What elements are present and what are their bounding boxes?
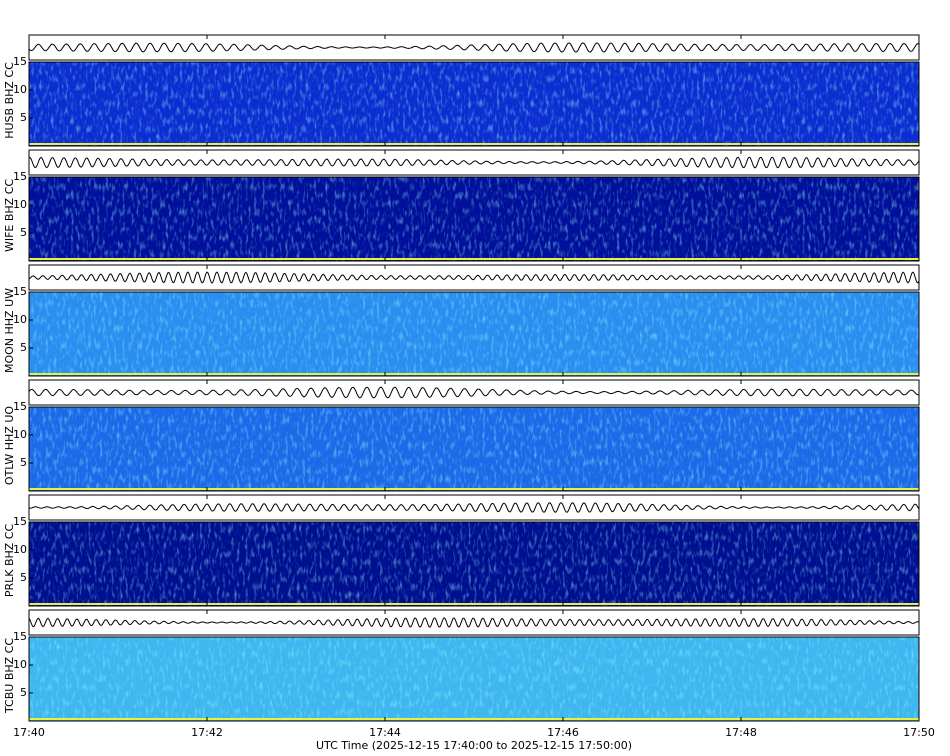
waveform — [28, 271, 920, 284]
x-tick-label: 17:46 — [547, 726, 579, 739]
spectrogram-texture — [29, 407, 919, 491]
spectrogram-texture — [29, 177, 919, 261]
y-tick-label: 5 — [20, 341, 27, 354]
spectrogram-edge — [29, 258, 919, 260]
spectrogram-edge — [29, 373, 919, 375]
y-tick-label: 15 — [13, 170, 27, 183]
spectrogram-texture — [29, 522, 919, 606]
y-tick-label: 10 — [13, 658, 27, 671]
y-tick-label: 5 — [20, 686, 27, 699]
y-tick-label: 10 — [13, 543, 27, 556]
y-tick-label: 15 — [13, 400, 27, 413]
waveform — [28, 156, 920, 169]
y-tick-label: 5 — [20, 456, 27, 469]
y-tick-label: 15 — [13, 55, 27, 68]
waveform-frame — [28, 149, 920, 176]
y-tick-label: 5 — [20, 571, 27, 584]
spectrogram-frame — [28, 176, 920, 262]
y-tick-label: 10 — [13, 83, 27, 96]
spectrogram-frame — [28, 61, 920, 147]
y-tick-label: 5 — [20, 111, 27, 124]
waveform-frame — [28, 494, 920, 521]
spectrogram-edge — [29, 718, 919, 720]
spectrogram-frame — [28, 291, 920, 377]
waveform-frame — [28, 264, 920, 291]
waveform — [28, 386, 920, 399]
spectrogram-frame — [28, 636, 920, 722]
y-axis-label: MOON HHZ UW — [3, 288, 16, 373]
spectrogram-frame — [28, 406, 920, 492]
waveform-frame — [28, 609, 920, 636]
spectrogram-texture — [29, 637, 919, 721]
x-tick-label: 17:44 — [369, 726, 401, 739]
x-axis-label: UTC Time (2025-12-15 17:40:00 to 2025-12… — [316, 739, 632, 752]
spectrogram-edge — [29, 488, 919, 490]
y-tick-label: 10 — [13, 428, 27, 441]
y-tick-label: 15 — [13, 285, 27, 298]
waveform — [28, 502, 920, 513]
y-axis-label: OTLW HHZ UO — [3, 406, 16, 485]
y-axis-label: TCBU BHZ CC — [3, 638, 16, 714]
spectrogram-frame — [28, 521, 920, 607]
x-tick-label: 17:40 — [13, 726, 45, 739]
waveform — [28, 617, 920, 628]
waveform-frame — [28, 379, 920, 406]
x-tick-label: 17:42 — [191, 726, 223, 739]
y-tick-label: 15 — [13, 515, 27, 528]
spectrogram-edge — [29, 143, 919, 145]
spectrogram-texture — [29, 62, 919, 146]
waveform-frame — [28, 34, 920, 61]
x-tick-label: 17:48 — [725, 726, 757, 739]
y-tick-label: 10 — [13, 313, 27, 326]
y-axis-label: HUSB BHZ CC — [3, 62, 16, 139]
y-axis-label: PRLK BHZ CC — [3, 524, 16, 598]
x-tick-label: 17:50 — [903, 726, 935, 739]
spectrogram-edge — [29, 603, 919, 605]
y-axis-label: WIFE BHZ CC — [3, 179, 16, 252]
y-tick-label: 5 — [20, 226, 27, 239]
y-tick-label: 15 — [13, 630, 27, 643]
y-tick-label: 10 — [13, 198, 27, 211]
spectrogram-texture — [29, 292, 919, 376]
waveform — [28, 42, 920, 53]
